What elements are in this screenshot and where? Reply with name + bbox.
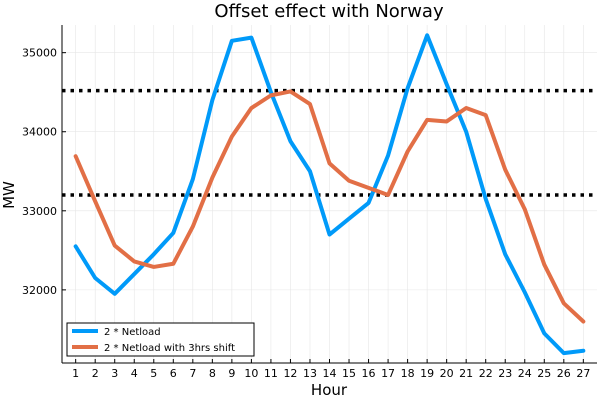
x-axis-label: Hour: [311, 381, 348, 399]
x-tick-label: 25: [537, 367, 551, 380]
series-group: [73, 33, 586, 356]
x-tick-label: 16: [362, 367, 376, 380]
x-tick-label: 12: [283, 367, 297, 380]
x-tick-label: 3: [111, 367, 118, 380]
y-axis-label: MW: [0, 181, 18, 209]
x-tick-label: 14: [323, 367, 337, 380]
chart-title: Offset effect with Norway: [214, 1, 444, 22]
x-tick-label: 24: [518, 367, 532, 380]
series-line-1: [73, 89, 586, 324]
x-tick-label: 21: [459, 367, 473, 380]
x-tick-label: 22: [479, 367, 493, 380]
x-tick-label: 27: [576, 367, 590, 380]
legend: 2 * Netload 2 * Netload with 3hrs shift: [66, 322, 255, 357]
y-tick-label: 34000: [22, 126, 57, 139]
axes: 1 2 3 4 5 6 7 8 9 10 11 12 13 14 15 16 17 18 19 20 21 22 23 24 2…: [22, 25, 597, 380]
x-tick-label: 13: [303, 367, 317, 380]
x-tick-label: 18: [401, 367, 415, 380]
x-tick-label: 15: [342, 367, 356, 380]
x-tick-label: 9: [228, 367, 235, 380]
legend-label-netload: 2 * Netload: [104, 327, 161, 338]
legend-label-netload-shifted: 2 * Netload with 3hrs shift: [104, 343, 235, 354]
x-tick-label: 26: [557, 367, 571, 380]
y-tick-label: 35000: [22, 47, 57, 60]
series-line-0: [73, 33, 586, 356]
y-tick-label: 33000: [22, 205, 57, 218]
legend-box: [66, 322, 255, 357]
x-tick-label: 1: [72, 367, 79, 380]
x-tick-label: 8: [209, 367, 216, 380]
x-tick-label: 10: [244, 367, 258, 380]
x-tick-label: 20: [440, 367, 454, 380]
x-tick-label: 7: [189, 367, 196, 380]
x-tick-label: 4: [131, 367, 138, 380]
x-tick-label: 17: [381, 367, 395, 380]
x-tick-label: 23: [498, 367, 512, 380]
x-tick-label: 5: [150, 367, 157, 380]
x-tick-label: 6: [170, 367, 177, 380]
x-tick-label: 2: [92, 367, 99, 380]
x-tick-label: 11: [264, 367, 278, 380]
x-tick-label: 19: [420, 367, 434, 380]
y-tick-label: 32000: [22, 284, 57, 297]
